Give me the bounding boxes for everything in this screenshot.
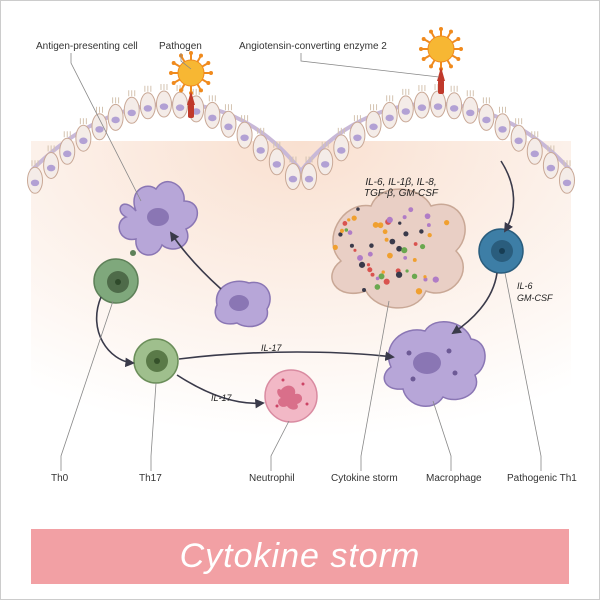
neutrophil-cell — [265, 370, 317, 422]
th17-cell — [134, 339, 178, 383]
label-ace2: Angiotensin-converting enzyme 2 — [239, 41, 387, 52]
th0-cell — [94, 259, 138, 303]
diagram-svg: IL-17 IL-17 IL-6 GM-CSF — [1, 1, 600, 601]
title-bar: Cytokine storm — [31, 529, 569, 584]
apc-th0-connector — [130, 250, 136, 256]
th1-cell — [479, 229, 523, 273]
label-neutrophil: Neutrophil — [249, 473, 295, 484]
title-text: Cytokine storm — [180, 537, 421, 576]
tissue-bg — [31, 141, 571, 471]
ace2-left — [187, 91, 195, 118]
arrow-label-il17a: IL-17 — [261, 343, 283, 353]
label-pathogen: Pathogen — [159, 41, 202, 52]
label-th0: Th0 — [51, 473, 68, 484]
tcell-mid — [215, 281, 270, 326]
label-th17: Th17 — [139, 473, 162, 484]
arrow-label-il6: IL-6 — [517, 281, 533, 291]
label-apc: Antigen-presenting cell — [36, 41, 138, 52]
cytokine-list-line2: TGF-β, GM-CSF — [364, 188, 438, 199]
cytokine-list-line1: IL-6, IL-1β, IL-8, — [365, 177, 436, 188]
pathogen-left — [169, 51, 213, 95]
arrow-label-gmcsf: GM-CSF — [517, 293, 553, 303]
diagram-stage: IL-17 IL-17 IL-6 GM-CSF IL-6, IL-1β, IL-… — [0, 0, 600, 600]
cytokine-list: IL-6, IL-1β, IL-8, TGF-β, GM-CSF — [341, 177, 461, 199]
pathogen-right — [419, 27, 463, 71]
label-macrophage: Macrophage — [426, 473, 482, 484]
ace2-right — [437, 67, 445, 94]
label-th1: Pathogenic Th1 — [507, 473, 577, 484]
arrow-label-il17b: IL-17 — [211, 393, 233, 403]
label-cytokine: Cytokine storm — [331, 473, 398, 484]
